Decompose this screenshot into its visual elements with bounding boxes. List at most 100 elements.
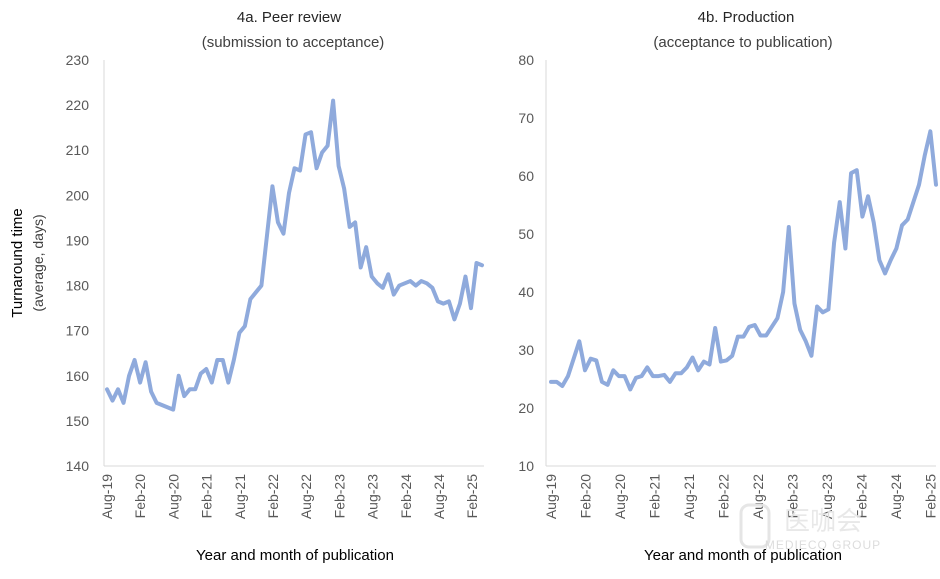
data-point-peer-review-18 [204, 367, 208, 371]
x-tick-label-production-6: Aug-22 [750, 474, 766, 519]
data-point-production-66 [923, 154, 927, 158]
data-point-production-47 [815, 305, 819, 308]
data-point-peer-review-56 [414, 284, 418, 288]
x-tick-label-production-5: Feb-22 [716, 474, 732, 519]
data-point-production-32 [730, 354, 734, 358]
data-point-production-40 [775, 316, 779, 320]
data-point-peer-review-2 [116, 387, 120, 391]
data-point-production-5 [577, 339, 581, 343]
data-point-production-9 [600, 380, 604, 384]
data-point-peer-review-4 [127, 374, 131, 378]
chart-title-peer-review: 4a. Peer review [237, 9, 341, 26]
data-point-peer-review-66 [469, 306, 473, 310]
data-point-production-8 [594, 358, 598, 362]
data-point-production-31 [725, 358, 729, 362]
x-tick-label-peer-review-11: Feb-25 [464, 474, 480, 519]
data-point-production-20 [662, 373, 666, 377]
data-point-peer-review-0 [105, 387, 109, 391]
data-point-peer-review-32 [281, 232, 285, 236]
data-point-peer-review-67 [474, 261, 478, 265]
data-point-peer-review-23 [232, 358, 236, 362]
data-point-peer-review-24 [237, 331, 241, 335]
data-point-production-39 [770, 325, 774, 329]
data-point-peer-review-16 [193, 387, 197, 391]
data-point-peer-review-11 [166, 405, 170, 409]
data-point-production-34 [742, 335, 745, 339]
data-point-peer-review-59 [430, 286, 434, 290]
data-point-peer-review-60 [436, 299, 440, 303]
data-point-peer-review-57 [419, 279, 423, 283]
data-point-production-23 [679, 371, 683, 375]
data-point-peer-review-50 [381, 286, 385, 290]
data-point-peer-review-68 [480, 263, 484, 267]
chart-title-production: 4b. Production [698, 9, 795, 26]
data-point-production-12 [617, 374, 621, 378]
data-point-peer-review-45 [353, 220, 357, 224]
y-axis-label-group: Turnaround time (average, days) [9, 208, 46, 318]
data-point-production-28 [708, 363, 712, 366]
y-tick-label-peer-review-0: 140 [66, 458, 90, 474]
data-point-production-46 [809, 354, 813, 358]
data-point-production-7 [589, 357, 593, 361]
data-point-peer-review-6 [138, 381, 142, 385]
watermark-brand: 医咖会 [784, 506, 862, 536]
data-point-production-56 [866, 194, 870, 198]
data-point-peer-review-64 [458, 302, 462, 306]
data-point-production-19 [657, 374, 661, 378]
data-point-production-45 [804, 339, 808, 343]
data-point-production-58 [877, 258, 881, 262]
y-tick-label-production-5: 60 [518, 168, 534, 184]
x-tick-label-peer-review-9: Feb-24 [398, 474, 414, 519]
data-point-production-59 [883, 271, 887, 275]
x-tick-label-peer-review-4: Aug-21 [232, 474, 248, 519]
x-tick-label-peer-review-3: Feb-21 [199, 474, 215, 519]
data-point-production-42 [787, 225, 791, 229]
data-point-peer-review-62 [447, 299, 451, 303]
chart-subtitle-production: (acceptance to publication) [653, 34, 832, 51]
data-point-peer-review-1 [111, 399, 115, 403]
data-point-peer-review-26 [248, 297, 252, 301]
y-tick-label-production-7: 80 [518, 52, 534, 68]
data-point-peer-review-15 [188, 387, 192, 391]
data-point-production-1 [555, 380, 559, 384]
data-point-production-18 [651, 374, 655, 378]
data-point-peer-review-10 [160, 403, 164, 407]
y-tick-label-production-6: 70 [518, 110, 534, 126]
data-point-production-63 [906, 218, 910, 221]
data-point-production-62 [900, 223, 904, 227]
data-point-production-0 [549, 380, 553, 384]
data-point-production-11 [611, 368, 615, 372]
data-point-peer-review-12 [171, 408, 175, 412]
x-tick-label-peer-review-7: Feb-23 [331, 474, 347, 519]
data-point-peer-review-13 [177, 374, 181, 378]
y-axis-label: Turnaround time [9, 208, 26, 318]
data-point-production-60 [889, 258, 893, 262]
series-line-peer-review [105, 98, 484, 412]
x-axis-label-peer-review: Year and month of publication [196, 547, 394, 564]
data-point-peer-review-37 [309, 130, 313, 134]
y-tick-label-peer-review-8: 220 [66, 97, 90, 113]
data-point-peer-review-9 [155, 401, 159, 405]
data-point-production-33 [736, 335, 740, 339]
data-point-peer-review-19 [210, 381, 214, 385]
y-tick-label-peer-review-7: 210 [66, 142, 90, 158]
data-point-production-52 [843, 247, 847, 250]
x-tick-label-production-9: Feb-24 [854, 474, 870, 519]
data-point-peer-review-30 [270, 184, 274, 188]
y-tick-label-production-2: 30 [518, 342, 534, 358]
data-point-peer-review-5 [133, 358, 137, 362]
data-point-peer-review-47 [364, 245, 368, 249]
x-tick-labels-peer-review: Aug-19 Feb-20 Aug-20 Feb-21 Aug-21 Feb-22 Aug-… [99, 474, 480, 519]
data-point-peer-review-53 [397, 284, 401, 288]
data-point-production-54 [855, 168, 859, 172]
data-point-production-43 [792, 302, 796, 306]
data-point-production-37 [758, 334, 762, 337]
y-tick-label-peer-review-2: 160 [66, 368, 90, 384]
data-point-peer-review-61 [441, 302, 445, 306]
x-tick-label-production-0: Aug-19 [543, 474, 559, 519]
x-axis-label-production: Year and month of publication [644, 547, 842, 564]
data-point-peer-review-20 [215, 358, 219, 362]
data-point-production-64 [911, 200, 915, 204]
data-point-production-35 [747, 325, 751, 329]
data-point-peer-review-51 [386, 272, 390, 276]
